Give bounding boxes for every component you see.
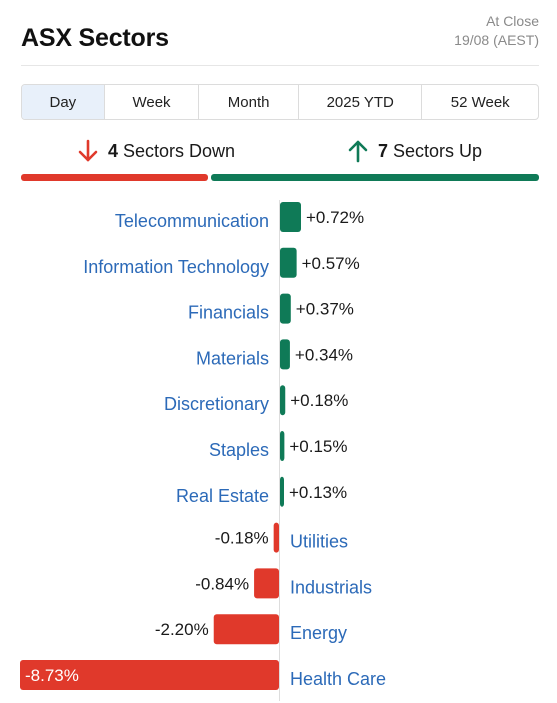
sectors-up-count: 7 [378,140,389,161]
value-label: +0.13% [289,483,347,502]
sector-label[interactable]: Health Care [290,669,386,689]
value-label: +0.15% [289,437,347,456]
value-label: +0.72% [306,208,364,227]
bar-energy [213,614,279,645]
page-title: ASX Sectors [21,24,169,52]
ratio-bar-up [210,174,539,181]
as-of-line-1: At Close [486,13,539,29]
tab-week[interactable]: Week [105,85,200,119]
bar-real-estate [280,476,284,507]
sector-label[interactable]: Real Estate [176,486,269,506]
bar-staples [280,431,285,461]
value-label: +0.18% [290,391,348,410]
sectors-up-summary: 7 Sectors Up [347,136,482,166]
sectors-down-count: 4 [108,140,119,161]
tab-52-week[interactable]: 52 Week [450,93,510,111]
bar-industrials [254,568,279,599]
as-of-line-2: 19/08 (AEST) [454,32,539,48]
tab-day[interactable]: Day [22,85,105,119]
bar-discretionary [280,385,286,416]
bar-materials [280,339,290,370]
bar-health-care [20,660,279,690]
sector-label[interactable]: Information Technology [83,257,269,277]
tab-ytd[interactable]: 2025 YTD [299,85,423,119]
sectors-down-summary: 4 Sectors Down [77,136,235,166]
sector-label[interactable]: Energy [290,623,347,643]
header: ASX Sectors At Close 19/08 (AEST) [21,10,539,66]
period-tabs: Day Week Month 2025 YTD 52 Week [21,84,539,120]
sectors-down-label: Sectors Down [123,140,236,161]
value-label: -2.20% [155,620,209,639]
bar-financials [280,293,291,324]
value-label: +0.57% [302,254,360,273]
as-of-timestamp: At Close 19/08 (AEST) [454,12,539,50]
value-label: -0.84% [195,574,249,593]
sector-counts: 4 Sectors Down 7 Sectors Up [21,136,539,166]
bar-telecommunication [280,202,301,232]
sector-label[interactable]: Industrials [290,577,372,597]
value-label: -0.18% [215,529,269,548]
value-label: +0.37% [296,300,354,319]
arrow-up-icon [348,140,368,163]
sector-label[interactable]: Staples [209,440,269,460]
sector-label[interactable]: Telecommunication [115,211,269,231]
sectors-up-label: Sectors Up [393,140,483,161]
arrow-down-icon [78,139,98,162]
value-label: -8.73% [25,666,79,685]
sector-label[interactable]: Materials [196,348,269,368]
sector-label[interactable]: Financials [188,303,269,323]
tab-month[interactable]: Month [199,85,299,119]
bar-information-technology [280,247,297,278]
ratio-bar-down [21,174,208,181]
sector-label[interactable]: Discretionary [164,394,269,414]
value-label: +0.34% [295,345,353,364]
sector-label[interactable]: Utilities [290,532,348,552]
up-down-ratio-bar [21,174,539,181]
bar-utilities [273,522,279,553]
